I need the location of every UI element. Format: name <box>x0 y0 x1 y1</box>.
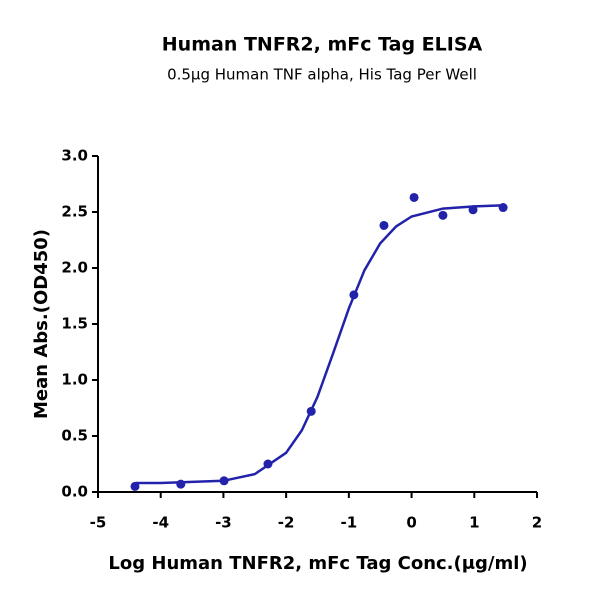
x-tick-label: -3 <box>215 514 232 532</box>
data-point <box>468 205 478 215</box>
y-tick-label: 3.0 <box>61 147 88 165</box>
data-point <box>130 481 140 491</box>
y-axis-title: Mean Abs.(OD450) <box>31 229 52 419</box>
x-tick-label: 2 <box>532 514 542 532</box>
x-tick-label: 0 <box>406 514 416 532</box>
x-tick-label: -2 <box>278 514 295 532</box>
y-tick-label: 0.5 <box>61 427 88 445</box>
data-point <box>306 406 316 416</box>
y-tick-label: 2.5 <box>61 203 88 221</box>
chart-subtitle: 0.5μg Human TNF alpha, His Tag Per Well <box>167 66 477 84</box>
x-axis-title: Log Human TNFR2, mFc Tag Conc.(μg/ml) <box>108 553 527 574</box>
data-point <box>409 192 419 202</box>
chart-title: Human TNFR2, mFc Tag ELISA <box>162 34 483 56</box>
x-tick-label: 1 <box>469 514 479 532</box>
data-point <box>176 479 186 489</box>
y-tick-label: 0.0 <box>61 483 88 501</box>
x-tick-label: -1 <box>341 514 358 532</box>
data-point <box>349 290 359 300</box>
x-tick-label: -4 <box>152 514 169 532</box>
data-point <box>219 476 229 486</box>
data-point <box>263 459 273 469</box>
fit-curve <box>135 204 506 485</box>
y-tick-label: 1.5 <box>61 315 88 333</box>
data-point <box>498 203 508 213</box>
x-tick-label: -5 <box>90 514 107 532</box>
data-point <box>379 220 389 230</box>
y-tick-label: 1.0 <box>61 371 88 389</box>
y-tick-label: 2.0 <box>61 259 88 277</box>
data-point <box>438 210 448 220</box>
